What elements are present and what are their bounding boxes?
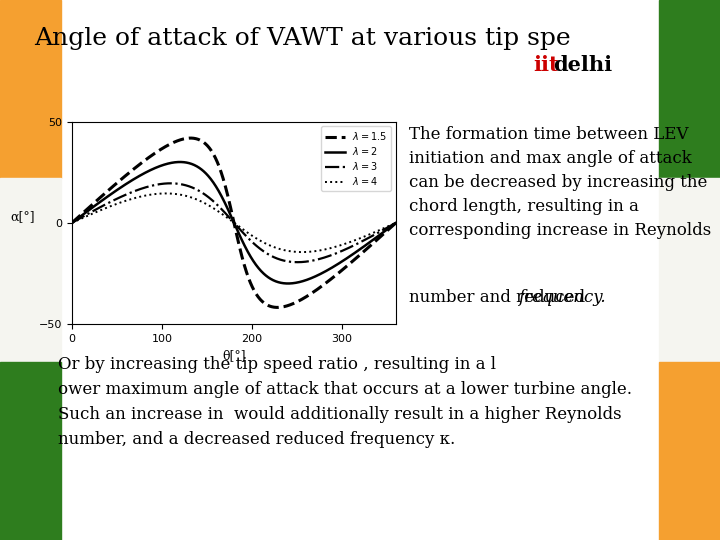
Text: Angle of attack of VAWT at various tip spe: Angle of attack of VAWT at various tip s… <box>34 27 571 50</box>
Bar <box>0 178 61 362</box>
Bar <box>0 362 61 540</box>
Bar <box>659 178 720 362</box>
Y-axis label: α[°]: α[°] <box>10 210 35 222</box>
Bar <box>0 0 61 178</box>
Legend: $\lambda = 1.5$, $\lambda = 2$, $\lambda = 3$, $\lambda = 4$: $\lambda = 1.5$, $\lambda = 2$, $\lambda… <box>321 126 391 191</box>
Text: delhi: delhi <box>553 55 612 75</box>
Text: Or by increasing the tip speed ratio , resulting in a l
ower maximum angle of at: Or by increasing the tip speed ratio , r… <box>58 356 631 448</box>
Text: number and reduced: number and reduced <box>409 288 590 306</box>
Text: iit: iit <box>533 55 559 75</box>
Bar <box>659 0 720 178</box>
X-axis label: θ[°]: θ[°] <box>222 349 246 362</box>
Text: The formation time between LEV
initiation and max angle of attack
can be decreas: The formation time between LEV initiatio… <box>409 126 711 239</box>
Bar <box>659 362 720 540</box>
Text: frequency.: frequency. <box>518 288 606 306</box>
